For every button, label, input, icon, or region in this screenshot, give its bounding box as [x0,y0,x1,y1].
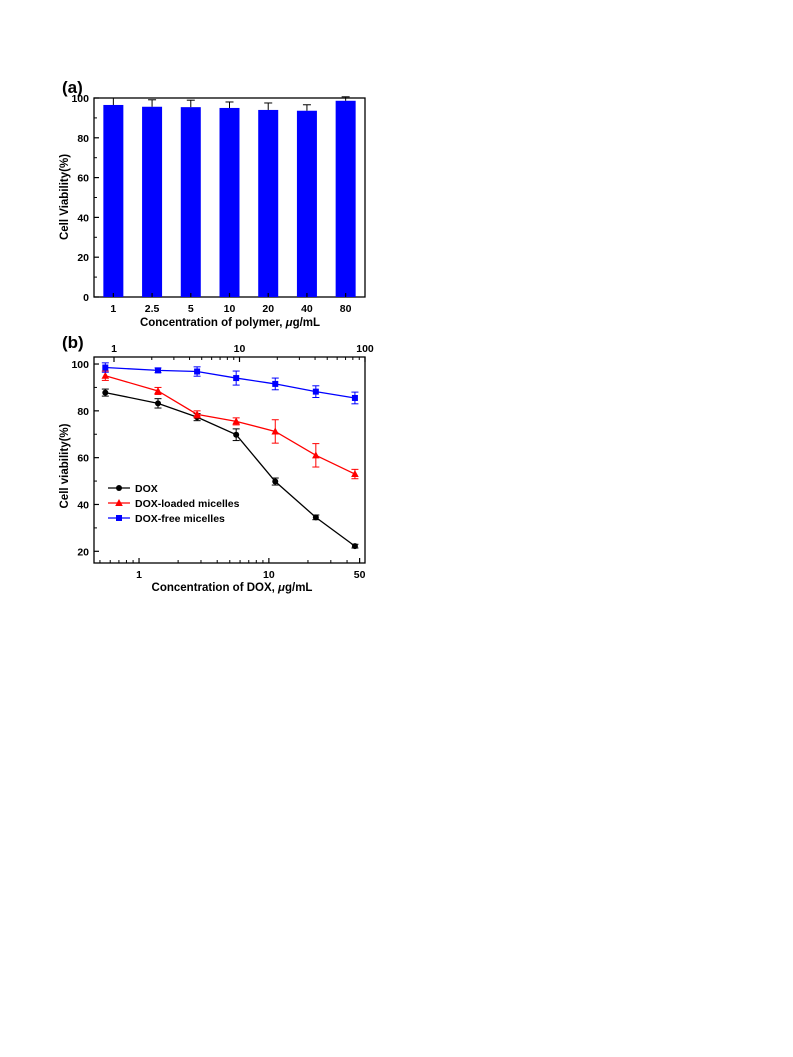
x-tick-label: 10 [263,569,275,581]
top-x-tick-label: 10 [234,343,246,355]
y-tick-label: 20 [77,546,89,558]
y-tick-label: 100 [71,359,89,371]
data-point [155,367,162,374]
panel-a-x-ticks: 1 2.5 5 10 20 40 80 [110,293,352,315]
legend-label: DOX [135,483,158,495]
bar-1 [103,104,124,297]
x-tick-label: 80 [340,303,352,315]
legend-marker [116,485,122,491]
bar-10 [219,107,240,297]
panel-a-x-axis-label: Concentration of polymer, μg/mL [140,317,320,329]
panel-a-bars [103,100,356,298]
data-point [233,431,240,438]
data-point [155,400,162,407]
data-point [351,394,358,401]
data-point [272,380,279,387]
data-point [233,375,240,382]
y-tick-label: 40 [77,499,89,511]
bar-2.5 [142,106,163,297]
panel-b-x-axis-label-main: Concentration of DOX, [152,582,279,594]
x-tick-label: 2.5 [145,303,160,315]
series-circle [101,388,359,550]
data-point [102,364,109,371]
y-tick-label: 60 [77,453,89,465]
x-tick-label: 1 [110,303,116,315]
panel-b-line-chart: (b) 20 40 60 80 100 1 10 50 1 10 100 DOX DOX-loaded… [59,333,374,594]
data-point [271,427,280,435]
y-tick-label: 80 [77,406,89,418]
data-point [272,478,279,485]
bar-40 [296,110,317,298]
panel-a-x-axis-label-unit: g/mL [293,317,320,329]
data-point [351,543,358,550]
panel-b-axes-ticks: 20 40 60 80 100 1 10 50 1 10 100 [71,343,373,581]
top-x-tick-label: 100 [356,343,374,355]
panel-b-series [101,362,359,550]
data-point [312,451,320,459]
panel-b-x-axis-label-mu: μ [277,582,285,594]
x-tick-label: 40 [301,303,313,315]
panel-b-label: (b) [62,333,84,352]
y-tick-label: 40 [77,212,89,224]
panel-a-error-bars [109,96,350,111]
legend-marker [115,499,123,506]
data-point [194,368,201,375]
x-tick-label: 50 [354,569,366,581]
panel-a-y-ticks: 0 20 40 60 80 100 [71,93,99,304]
data-point [312,514,319,521]
panel-b-x-axis-label: Concentration of DOX, μg/mL [152,582,313,594]
x-tick-label: 10 [224,303,236,315]
bar-5 [180,107,201,298]
data-point [102,389,109,396]
panel-a-bar-chart: (a) 0 20 40 60 80 100 1 2.5 5 10 20 40 80 Cell Viab… [59,78,366,329]
x-tick-label: 1 [136,569,142,581]
legend-label: DOX-free micelles [135,513,225,525]
panel-b-x-axis-label-unit: g/mL [285,582,312,594]
data-point [232,417,240,425]
panel-b-y-axis-label: Cell viability(%) [59,423,71,508]
y-tick-label: 80 [77,133,89,145]
data-point [154,386,162,394]
x-tick-label: 5 [188,303,194,315]
y-tick-label: 0 [83,292,89,304]
data-point [193,410,201,418]
bar-20 [258,109,279,297]
panel-a-label: (a) [62,78,83,97]
y-tick-label: 20 [77,252,89,264]
panel-b-legend: DOX DOX-loaded micelles DOX-free micelles [108,483,240,525]
data-point [351,470,359,478]
series-square [101,362,359,405]
y-tick-label: 100 [71,93,89,105]
series-triangle [101,370,359,480]
y-tick-label: 60 [77,173,89,185]
panel-a-x-axis-label-main: Concentration of polymer, [140,317,286,329]
top-x-tick-label: 1 [111,343,117,355]
panel-a-y-axis-label: Cell Viability(%) [59,154,71,240]
data-point [101,371,110,379]
x-tick-label: 20 [262,303,274,315]
legend-marker [116,515,122,521]
legend-label: DOX-loaded micelles [135,498,240,510]
data-point [312,388,319,395]
panel-a-x-axis-label-mu: μ [285,317,293,329]
bar-80 [335,100,356,297]
